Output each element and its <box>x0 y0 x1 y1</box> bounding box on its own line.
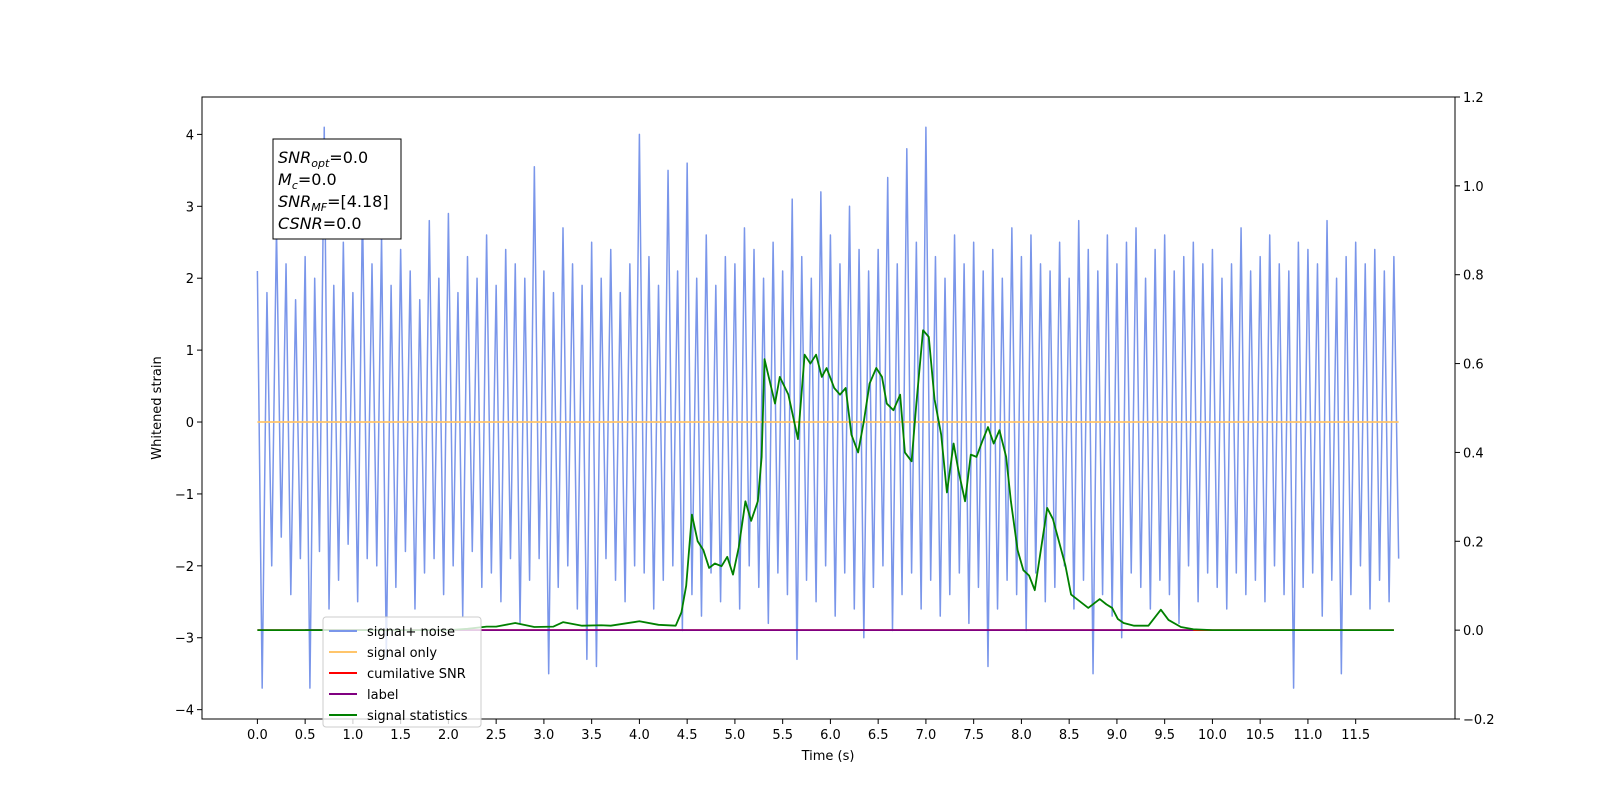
x-tick-label: 9.0 <box>1107 728 1128 743</box>
y-tick-label: −1 <box>175 488 194 503</box>
x-tick-label: 2.0 <box>438 728 459 743</box>
y2-tick-label: 0.2 <box>1463 535 1484 550</box>
plot-frame <box>201 96 1456 720</box>
annotation-rest: =0.0 <box>298 170 337 189</box>
x-tick-label: 2.5 <box>486 728 507 743</box>
legend: signal+ noise signal only cumilative SNR la… <box>322 616 482 728</box>
annotation-sub: c <box>292 179 298 192</box>
annotation-rest: =0.0 <box>323 214 362 233</box>
y2-tick-label: −0.2 <box>1463 713 1495 728</box>
x-tick-label: 1.5 <box>390 728 411 743</box>
y-tick-label: −3 <box>175 632 194 647</box>
x-tick-label: 10.5 <box>1246 728 1275 743</box>
y-tick-label: −4 <box>175 704 194 719</box>
x-tick-label: 0.5 <box>295 728 316 743</box>
x-tick-label: 0.0 <box>247 728 268 743</box>
x-tick-label: 9.5 <box>1154 728 1175 743</box>
x-tick-label: 11.5 <box>1341 728 1370 743</box>
series-line <box>257 329 1394 632</box>
y2-tick-label: 0.4 <box>1463 446 1484 461</box>
legend-frame <box>322 616 482 728</box>
annotation-line: SNRopt=0.0 <box>278 148 368 170</box>
annotation-sub: opt <box>311 157 330 170</box>
legend-label: signal statistics <box>367 709 468 724</box>
annotation-sub: MF <box>311 201 327 214</box>
x-tick-label: 8.0 <box>1011 728 1032 743</box>
x-tick-label: 8.5 <box>1059 728 1080 743</box>
annotation-line: CSNR=0.0 <box>278 214 362 233</box>
series-line <box>256 126 1400 689</box>
annotation-rest: =0.0 <box>329 148 368 167</box>
y-tick-label: 3 <box>186 200 194 215</box>
annotation-base: CSNR <box>278 214 323 233</box>
x-tick-label: 7.0 <box>916 728 937 743</box>
annotation-base: SNR <box>278 148 311 167</box>
annotation-line: Mc=0.0 <box>278 170 337 192</box>
x-tick-label: 4.0 <box>629 728 650 743</box>
x-tick-label: 6.0 <box>820 728 841 743</box>
x-tick-label: 5.5 <box>772 728 793 743</box>
legend-label: cumilative SNR <box>367 667 466 682</box>
x-tick-label: 6.5 <box>868 728 889 743</box>
x-tick-label: 11.0 <box>1293 728 1322 743</box>
x-tick-label: 3.0 <box>534 728 555 743</box>
annotation-frame <box>272 138 402 240</box>
y-tick-label: 2 <box>186 272 194 287</box>
y-tick-label: 0 <box>186 416 194 431</box>
x-tick-label: 7.5 <box>963 728 984 743</box>
x-axis-label: Time (s) <box>801 749 855 764</box>
y-tick-label: 4 <box>186 128 194 143</box>
x-tick-label: 10.0 <box>1198 728 1227 743</box>
legend-label: label <box>367 688 398 703</box>
y2-tick-label: 0.0 <box>1463 624 1484 639</box>
y-axis-label: Whitened strain <box>150 356 165 459</box>
x-tick-label: 1.0 <box>343 728 364 743</box>
legend-label: signal+ noise <box>367 625 455 640</box>
y-tick-label: 1 <box>186 344 194 359</box>
y2-tick-label: 0.8 <box>1463 269 1484 284</box>
annotation-line: SNRMF=[4.18] <box>278 192 389 214</box>
y2-tick-label: 0.6 <box>1463 358 1484 373</box>
x-tick-label: 5.0 <box>725 728 746 743</box>
y2-tick-label: 1.2 <box>1463 91 1484 106</box>
x-tick-label: 4.5 <box>677 728 698 743</box>
y-tick-label: −2 <box>175 560 194 575</box>
y2-tick-label: 1.0 <box>1463 180 1484 195</box>
x-tick-label: 3.5 <box>581 728 602 743</box>
legend-label: signal only <box>367 646 437 661</box>
annotation-rest: =[4.18] <box>327 192 389 211</box>
annotation-base: M <box>278 170 292 189</box>
annotation-base: SNR <box>278 192 311 211</box>
